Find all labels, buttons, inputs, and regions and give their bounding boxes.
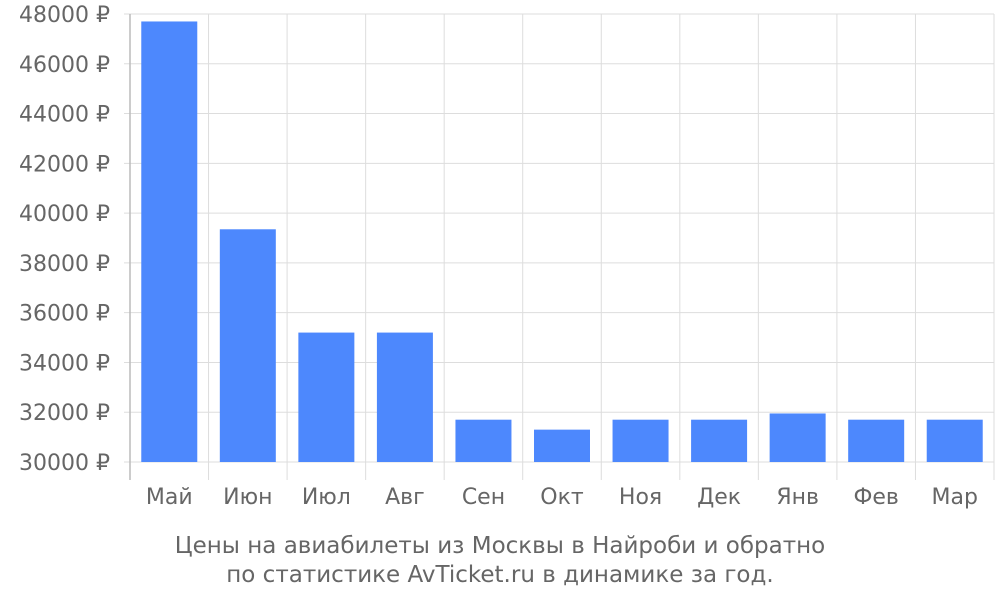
y-tick-label: 32000 ₽ bbox=[19, 401, 110, 426]
y-tick-label: 42000 ₽ bbox=[19, 152, 110, 177]
y-tick-label: 36000 ₽ bbox=[19, 302, 110, 327]
bar bbox=[534, 429, 590, 462]
x-tick-label: Янв bbox=[776, 485, 819, 510]
x-axis-tick-labels: Май Июн Июл Авг Сен Окт Ноя Дек Янв Фев Мар bbox=[146, 485, 978, 510]
x-tick-label: Авг bbox=[385, 485, 425, 510]
y-tick-label: 30000 ₽ bbox=[19, 451, 110, 476]
caption-line-1: Цены на авиабилеты из Москвы в Найроби и… bbox=[174, 533, 826, 559]
bar bbox=[298, 332, 355, 462]
y-axis-tick-labels: 30000 ₽ 32000 ₽ 34000 ₽ 36000 ₽ 38000 ₽ 40000… bbox=[19, 3, 110, 476]
bar bbox=[612, 419, 669, 462]
y-tick-label: 44000 ₽ bbox=[19, 103, 110, 128]
bar bbox=[141, 21, 198, 462]
grid bbox=[124, 13, 995, 480]
bar bbox=[848, 419, 905, 462]
bar bbox=[455, 419, 512, 462]
x-tick-label: Июл bbox=[302, 485, 351, 510]
bar-chart: 30000 ₽ 32000 ₽ 34000 ₽ 36000 ₽ 38000 ₽ 40000… bbox=[19, 3, 995, 510]
x-tick-label: Дек bbox=[697, 485, 741, 510]
bar bbox=[691, 419, 748, 462]
bar bbox=[219, 229, 276, 462]
y-tick-label: 40000 ₽ bbox=[19, 202, 110, 227]
caption-line-2: по статистике AvTicket.ru в динамике за … bbox=[226, 562, 774, 588]
y-tick-label: 46000 ₽ bbox=[19, 53, 110, 78]
y-tick-label: 48000 ₽ bbox=[19, 3, 110, 28]
x-tick-label: Сен bbox=[462, 485, 505, 510]
y-tick-label: 34000 ₽ bbox=[19, 351, 110, 376]
x-tick-label: Окт bbox=[540, 485, 584, 510]
x-tick-label: Ноя bbox=[619, 485, 662, 510]
x-tick-label: Июн bbox=[223, 485, 272, 510]
chart-caption: Цены на авиабилеты из Москвы в Найроби и… bbox=[0, 532, 1000, 590]
x-tick-label: Мар bbox=[932, 485, 978, 510]
bar bbox=[926, 419, 983, 462]
x-tick-label: Фев bbox=[853, 485, 898, 510]
x-tick-label: Май bbox=[146, 485, 193, 510]
bars bbox=[141, 21, 983, 462]
bar bbox=[769, 413, 826, 462]
y-tick-label: 38000 ₽ bbox=[19, 252, 110, 277]
bar bbox=[376, 332, 433, 462]
